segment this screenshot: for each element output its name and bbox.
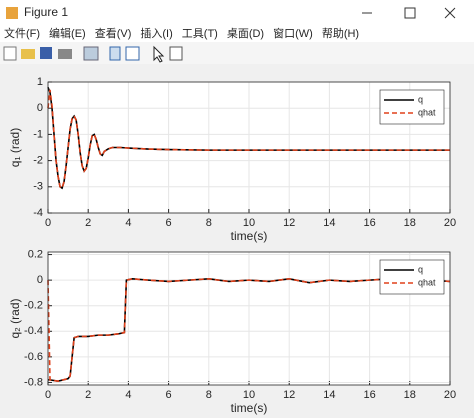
y-tick-label: 1 xyxy=(37,76,43,88)
x-tick-label: 8 xyxy=(206,389,212,401)
x-tick-label: 10 xyxy=(243,217,255,229)
menu-item[interactable]: 桌面(D) xyxy=(227,27,264,40)
legend-box xyxy=(379,259,445,295)
x-tick-label: 18 xyxy=(404,389,416,401)
x-tick-label: 12 xyxy=(283,389,295,401)
toolbar-buttons xyxy=(3,45,183,63)
y-axis-label: q₂ (rad) xyxy=(8,298,22,338)
title-bar xyxy=(0,0,474,26)
y-tick-label: -1 xyxy=(33,128,43,140)
colorbar-button[interactable] xyxy=(109,46,121,61)
print-button[interactable] xyxy=(58,49,72,59)
x-tick-label: 6 xyxy=(166,389,172,401)
link-button[interactable] xyxy=(83,46,99,61)
x-tick-label: 2 xyxy=(85,217,91,229)
y-tick-label: -3 xyxy=(33,181,43,193)
x-tick-label: 16 xyxy=(363,389,375,401)
x-axis-label: time(s) xyxy=(231,229,268,243)
legend-label: qhat xyxy=(418,277,436,287)
legend-label: qhat xyxy=(418,107,436,117)
legend-label: q xyxy=(418,94,423,104)
menu-item[interactable]: 文件(F) xyxy=(4,26,40,40)
x-tick-label: 2 xyxy=(85,389,91,401)
y-tick-label: -4 xyxy=(33,207,43,219)
axes-box xyxy=(47,251,451,386)
x-tick-label: 14 xyxy=(323,389,335,401)
legend-box xyxy=(379,89,445,125)
y-tick-label: -0.6 xyxy=(24,351,43,363)
save-button[interactable] xyxy=(40,47,52,59)
inspector-button[interactable] xyxy=(169,46,183,61)
axes-box xyxy=(47,81,451,214)
legend-label: q xyxy=(418,264,423,274)
x-tick-label: 8 xyxy=(206,217,212,229)
y-tick-label: -0.2 xyxy=(24,300,43,312)
x-tick-label: 4 xyxy=(125,217,131,229)
y-tick-label: 0 xyxy=(37,102,43,114)
y-axis-label: q₁ (rad) xyxy=(8,128,22,167)
legend-button[interactable] xyxy=(125,46,140,61)
app-icon xyxy=(6,7,18,19)
x-tick-label: 18 xyxy=(404,217,416,229)
axes: 0 2 4 6 8 10 12 14 16 18 20 -4 -3 -2 -1 0 1 time(s) q₁ (ra… xyxy=(8,76,456,243)
window-title: Figure 1 xyxy=(24,5,68,19)
x-tick-label: 14 xyxy=(323,217,335,229)
close-button[interactable] xyxy=(444,7,456,19)
y-tick-label: -0.4 xyxy=(24,325,43,337)
x-tick-label: 0 xyxy=(45,389,51,401)
menu-item[interactable]: 窗口(W) xyxy=(273,26,313,40)
open-button[interactable] xyxy=(21,49,35,59)
x-axis-label: time(s) xyxy=(231,401,268,415)
menu-item[interactable]: 工具(T) xyxy=(182,27,218,40)
y-tick-label: 0.2 xyxy=(28,248,43,260)
x-tick-label: 4 xyxy=(125,389,131,401)
maximize-button[interactable] xyxy=(404,7,416,19)
x-tick-label: 6 xyxy=(166,217,172,229)
menu-item[interactable]: 编辑(E) xyxy=(49,26,86,40)
x-tick-label: 16 xyxy=(363,217,375,229)
y-tick-label: -0.8 xyxy=(24,376,43,388)
y-tick-label: 0 xyxy=(37,274,43,286)
menu-item[interactable]: 帮助(H) xyxy=(322,26,359,40)
x-tick-label: 20 xyxy=(444,389,456,401)
menu-bar xyxy=(0,26,474,42)
new-button[interactable] xyxy=(3,46,17,61)
menu-item[interactable]: 插入(I) xyxy=(140,26,172,40)
x-tick-label: 10 xyxy=(243,389,255,401)
series-line xyxy=(47,89,450,190)
x-tick-label: 12 xyxy=(283,217,295,229)
menu-item[interactable]: 查看(V) xyxy=(95,26,132,40)
y-tick-label: -2 xyxy=(33,155,43,167)
edit-button[interactable] xyxy=(153,45,165,63)
menu: 文件(F) 编辑(E) 查看(V) 插入(I) 工具(T) 桌面(D) 窗口(W) 帮助(H) xyxy=(4,26,359,40)
x-tick-label: 20 xyxy=(444,217,456,229)
series-line xyxy=(47,278,451,382)
axes: 0 2 4 6 8 10 12 14 16 18 20 -0.8 -0.6 -0.4 -0.2 0 0.2 tim… xyxy=(8,248,456,415)
x-tick-label: 0 xyxy=(45,217,51,229)
